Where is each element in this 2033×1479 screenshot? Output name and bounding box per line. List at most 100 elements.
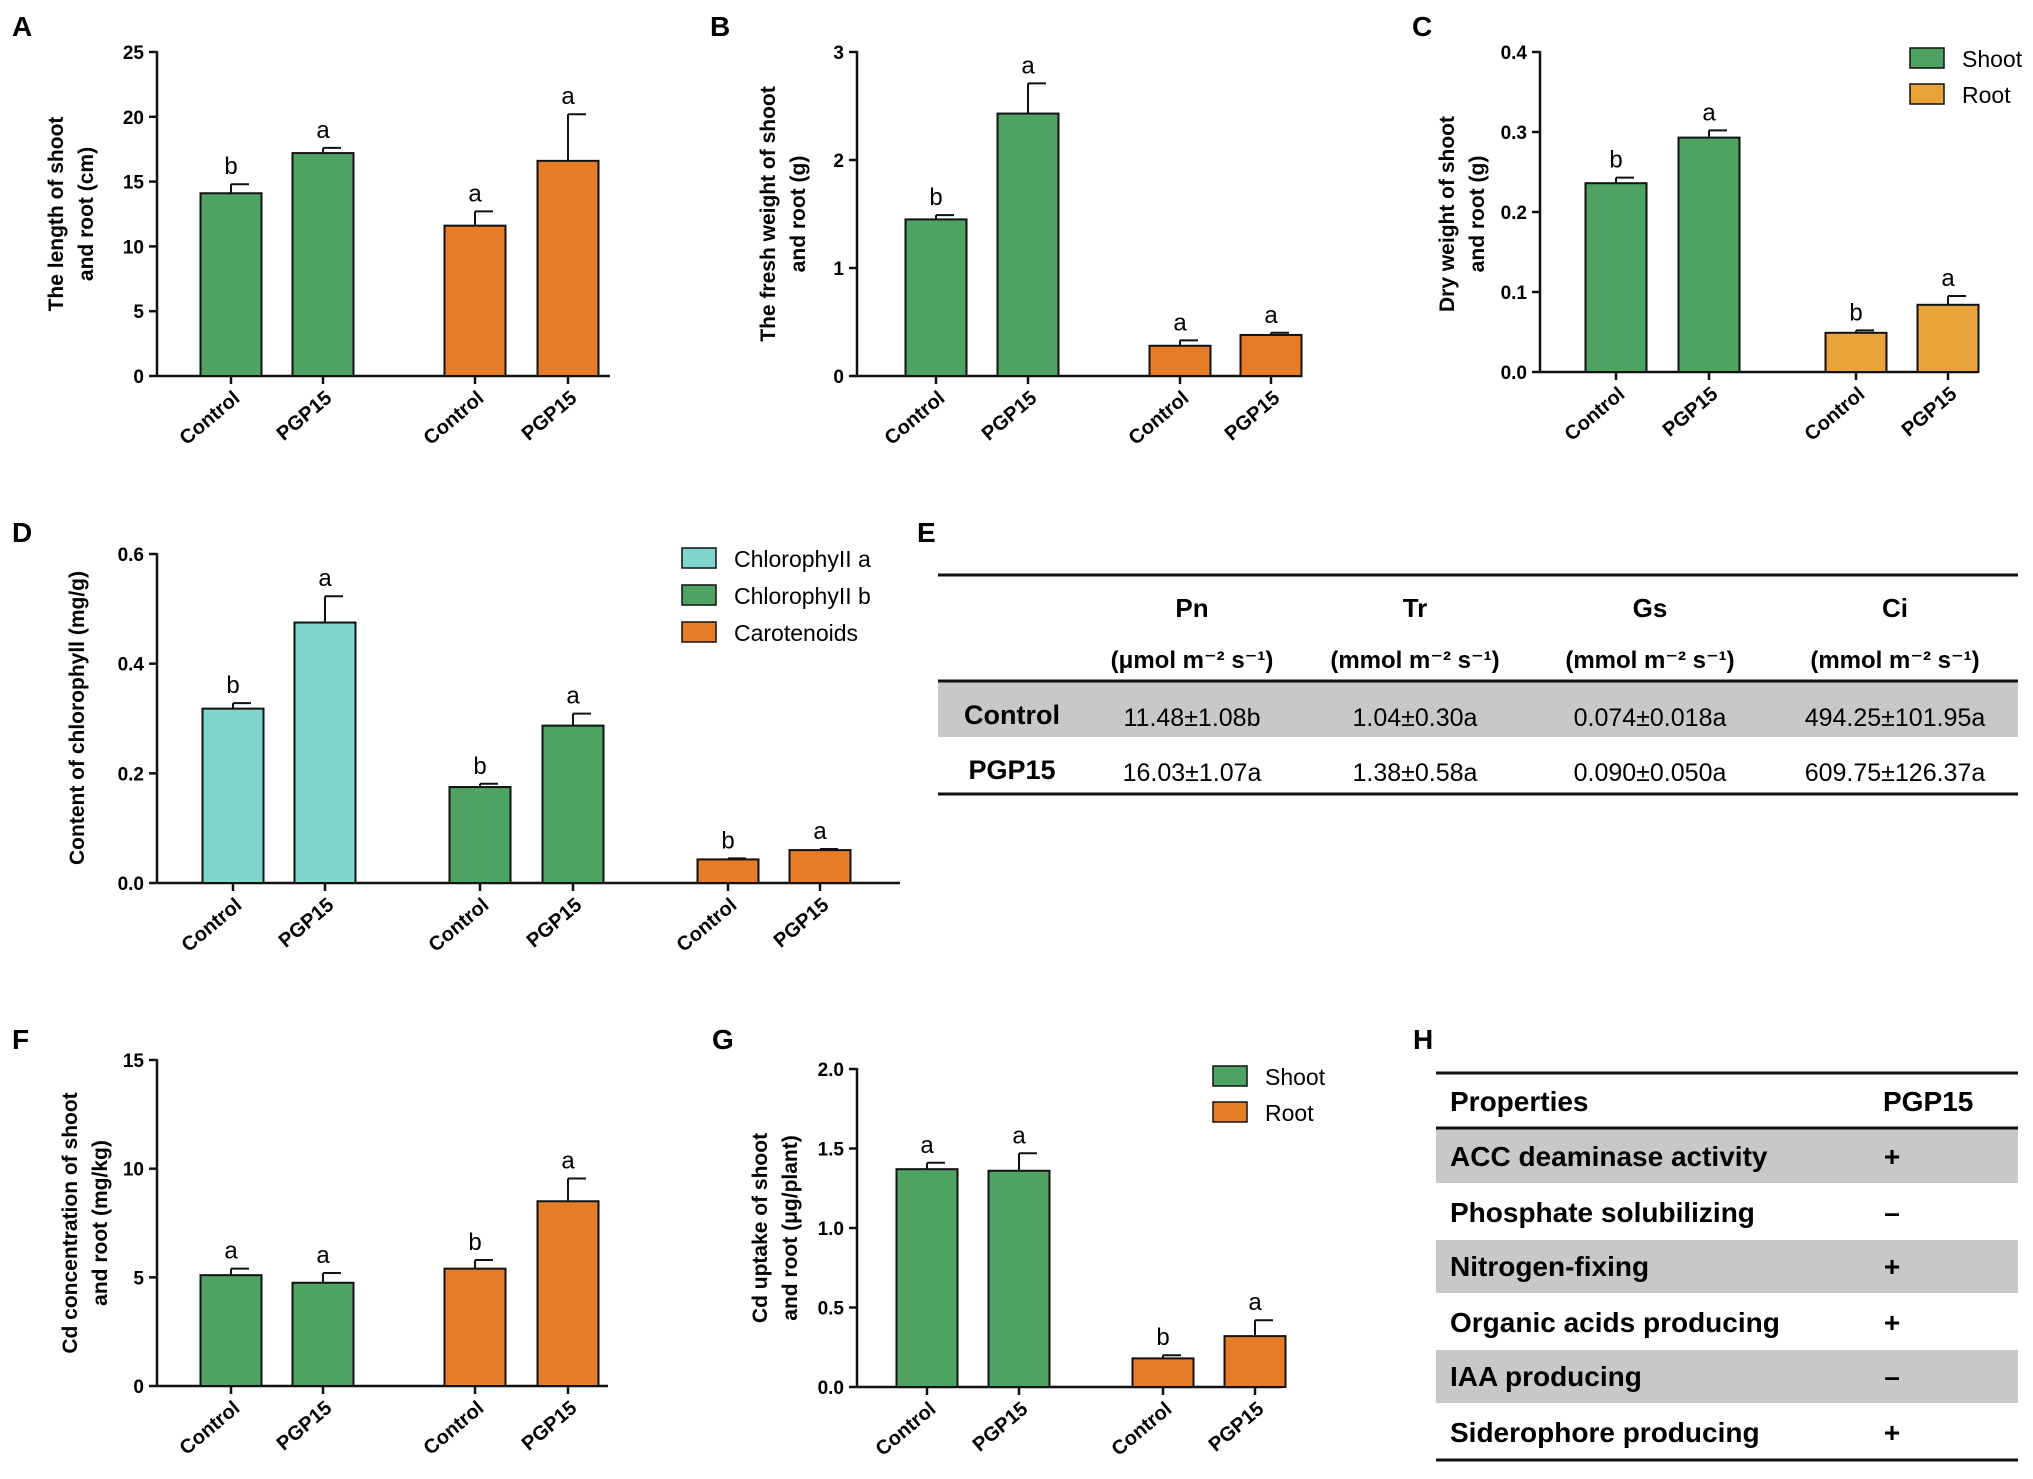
y-axis-label-line: Dry weight of shoot [1436, 116, 1459, 312]
bar [536, 1200, 600, 1388]
table-h-value: + [1884, 1141, 1900, 1172]
y-tick-label: 1 [833, 259, 844, 280]
x-tick-label: PGP15 [1898, 383, 1962, 441]
table-h-header-label: Properties [1450, 1086, 1589, 1117]
table-e-cell: 1.04±0.30a [1353, 704, 1478, 732]
y-tick-label: 0 [833, 367, 844, 388]
x-tick-label: Control [1561, 383, 1630, 446]
panel-letter-f: F [12, 1024, 29, 1055]
table-e-header-name: Pn [1175, 593, 1208, 623]
table-h-value: – [1884, 1197, 1900, 1228]
y-axis-label-line: and root (g) [1466, 156, 1489, 273]
table-e-header-unit: (mmol m⁻² s⁻¹) [1810, 647, 1979, 674]
bar [443, 224, 507, 377]
panel-letter-e: E [917, 517, 936, 548]
legend-label: Root [1265, 1100, 1314, 1126]
significance-letter: b [1849, 299, 1862, 326]
legend-swatch [1909, 47, 1945, 69]
y-axis-label-line: The length of shoot [45, 117, 68, 312]
y-tick-label: 1.5 [818, 1140, 845, 1161]
x-tick-label: Control [673, 894, 742, 957]
significance-letter: b [1609, 147, 1622, 174]
significance-letter: b [1156, 1324, 1169, 1351]
panel-letter-b: B [710, 11, 730, 42]
y-tick-label: 15 [123, 1051, 145, 1072]
x-tick-label: PGP15 [275, 894, 339, 952]
x-tick-label: Control [425, 894, 494, 957]
table-h-value: + [1884, 1307, 1900, 1338]
table-h-value: – [1884, 1361, 1900, 1392]
y-tick-label: 0.5 [818, 1299, 845, 1320]
y-axis-label-line: and root (mg/kg) [89, 1140, 112, 1306]
x-tick-label: Control [420, 1397, 489, 1460]
y-tick-label: 5 [133, 1268, 144, 1289]
table-h-property: Phosphate solubilizing [1450, 1197, 1755, 1228]
x-tick-label: Control [1125, 387, 1194, 450]
y-axis-label: Content of chlorophyll (mg/g) [66, 571, 89, 865]
table-e-cell: 0.090±0.050a [1574, 759, 1727, 787]
panel-letter-c: C [1412, 11, 1432, 42]
y-axis-label-line: and root (cm) [75, 147, 98, 281]
y-tick-label: 0.1 [1501, 283, 1528, 304]
x-tick-label: Control [1108, 1398, 1177, 1461]
significance-letter: a [566, 683, 580, 710]
chart-panel-g: G 0.0 0.5 1.0 1.5 2.0 Cd uptake of shoot and ro… [712, 1024, 1326, 1461]
x-tick-label: PGP15 [273, 387, 337, 445]
x-tick-label: Control [178, 894, 247, 957]
legend-label: ChlorophyII a [734, 546, 871, 572]
significance-letter: a [1248, 1289, 1262, 1316]
bar [1916, 303, 1980, 373]
chart-panel-f: F 0 5 10 15 Cd concentration of shoot and root… [12, 1024, 608, 1460]
y-tick-label: 15 [123, 173, 145, 194]
table-h-row-shade [1436, 1129, 2018, 1183]
bar [199, 1274, 263, 1388]
bar [1239, 333, 1303, 377]
table-h-value: + [1884, 1251, 1900, 1282]
bar [996, 112, 1060, 377]
table-h-header-label: PGP15 [1883, 1086, 1973, 1117]
y-axis-label: The fresh weight of shoot and root (g) [757, 86, 810, 342]
bar [536, 159, 600, 377]
significance-letter: a [813, 818, 827, 845]
y-tick-label: 3 [833, 43, 844, 64]
y-tick-label: 10 [123, 1160, 144, 1181]
table-h-property: Siderophore producing [1450, 1417, 1760, 1448]
table-h: H Properties PGP15 ACC deaminase activit… [1413, 1024, 2018, 1462]
bar [1223, 1335, 1287, 1388]
y-tick-label: 25 [123, 43, 145, 64]
y-axis-label: Cd uptake of shoot and root (μg/plant) [749, 1133, 802, 1323]
y-tick-label: 0.3 [1501, 123, 1527, 144]
y-axis-label: Dry weight of shoot and root (g) [1436, 116, 1489, 312]
legend-label: Shoot [1265, 1064, 1326, 1090]
significance-letter: a [1173, 309, 1187, 336]
y-tick-label: 0.0 [1501, 363, 1527, 384]
bar [291, 1281, 355, 1388]
bar [895, 1168, 959, 1389]
legend-swatch [1212, 1101, 1248, 1123]
chart-panel-c: C 0.0 0.1 0.2 0.3 0.4 Dry weight of shoot and r… [1412, 11, 2023, 446]
x-tick-label: Control [176, 387, 245, 450]
significance-letter: b [473, 753, 486, 780]
table-e-cell: 609.75±126.37a [1805, 759, 1986, 787]
y-axis-label-line: The fresh weight of shoot [757, 86, 780, 342]
table-e-header-unit: (mmol m⁻² s⁻¹) [1565, 647, 1734, 674]
significance-letter: a [561, 1147, 575, 1174]
table-e: E Pn Tr Gs Ci (μmol m⁻² s⁻¹) (mmol m⁻² s… [917, 517, 2018, 796]
significance-letter: a [920, 1132, 934, 1159]
y-tick-label: 0.0 [818, 1378, 844, 1399]
y-tick-label: 1.0 [818, 1219, 844, 1240]
significance-letter: b [226, 672, 239, 699]
table-e-header-name: Ci [1882, 593, 1908, 623]
significance-letter: b [721, 827, 734, 854]
y-axis-label: The length of shoot and root (cm) [45, 117, 98, 312]
x-tick-label: Control [881, 387, 950, 450]
bar [696, 858, 760, 885]
y-axis-label: Cd concentration of shoot and root (mg/kg… [59, 1092, 112, 1353]
y-axis-label-line: and root (μg/plant) [779, 1135, 802, 1320]
table-h-property: IAA producing [1450, 1361, 1642, 1392]
x-tick-label: PGP15 [523, 894, 587, 952]
x-tick-label: PGP15 [1205, 1398, 1269, 1456]
bar [1131, 1357, 1195, 1389]
table-e-cell: 16.03±1.07a [1123, 759, 1262, 787]
